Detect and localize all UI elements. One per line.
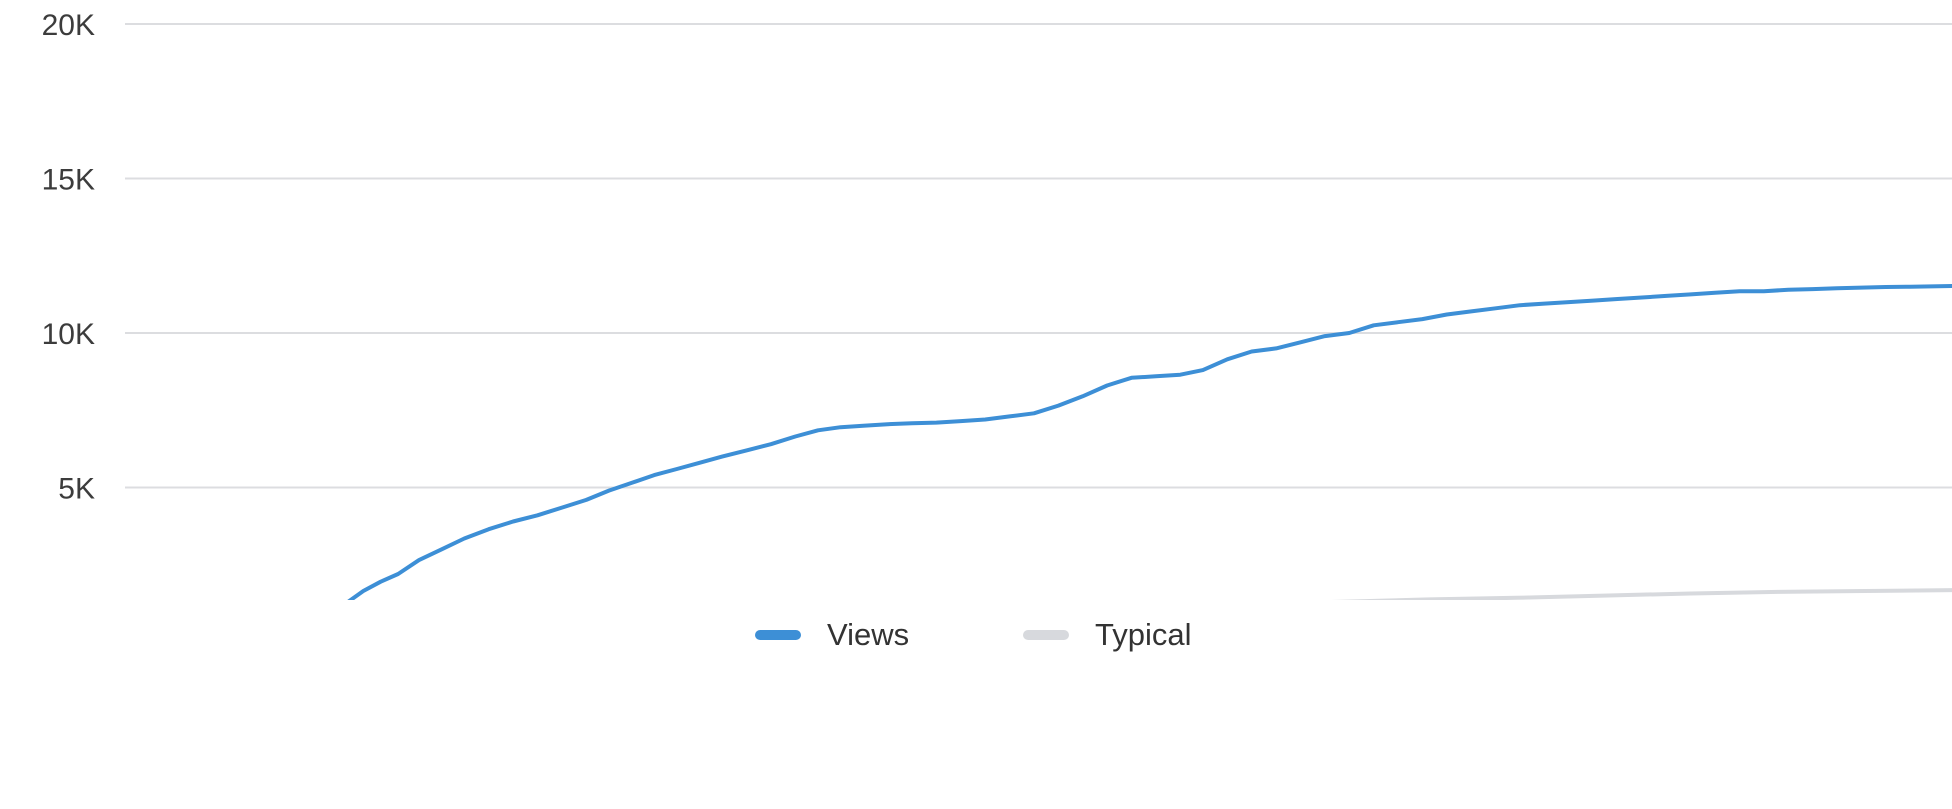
y-tick-label: 15K bbox=[42, 164, 95, 197]
series-line-views[interactable] bbox=[245, 284, 1952, 600]
legend-swatch-typical bbox=[1023, 630, 1069, 640]
series-lines bbox=[245, 284, 1952, 600]
series-line-typical[interactable] bbox=[245, 588, 1952, 600]
y-tick-label: 10K bbox=[42, 318, 95, 351]
chart-legend: Views Typical bbox=[0, 605, 1952, 665]
y-tick-label: 5K bbox=[58, 473, 95, 506]
legend-item-typical[interactable]: Typical bbox=[1023, 605, 1191, 665]
y-tick-label: 20K bbox=[42, 9, 95, 42]
legend-swatch-views bbox=[755, 630, 801, 640]
y-axis-ticks: 05K10K15K20K bbox=[42, 9, 95, 506]
legend-item-views[interactable]: Views bbox=[755, 605, 909, 665]
gridlines bbox=[125, 23, 1952, 489]
legend-label-views: Views bbox=[827, 617, 910, 652]
legend-label-typical: Typical bbox=[1095, 617, 1192, 652]
views-chart: 05K10K15K20K 15m9h1d 6h7d bbox=[42, 9, 1952, 600]
